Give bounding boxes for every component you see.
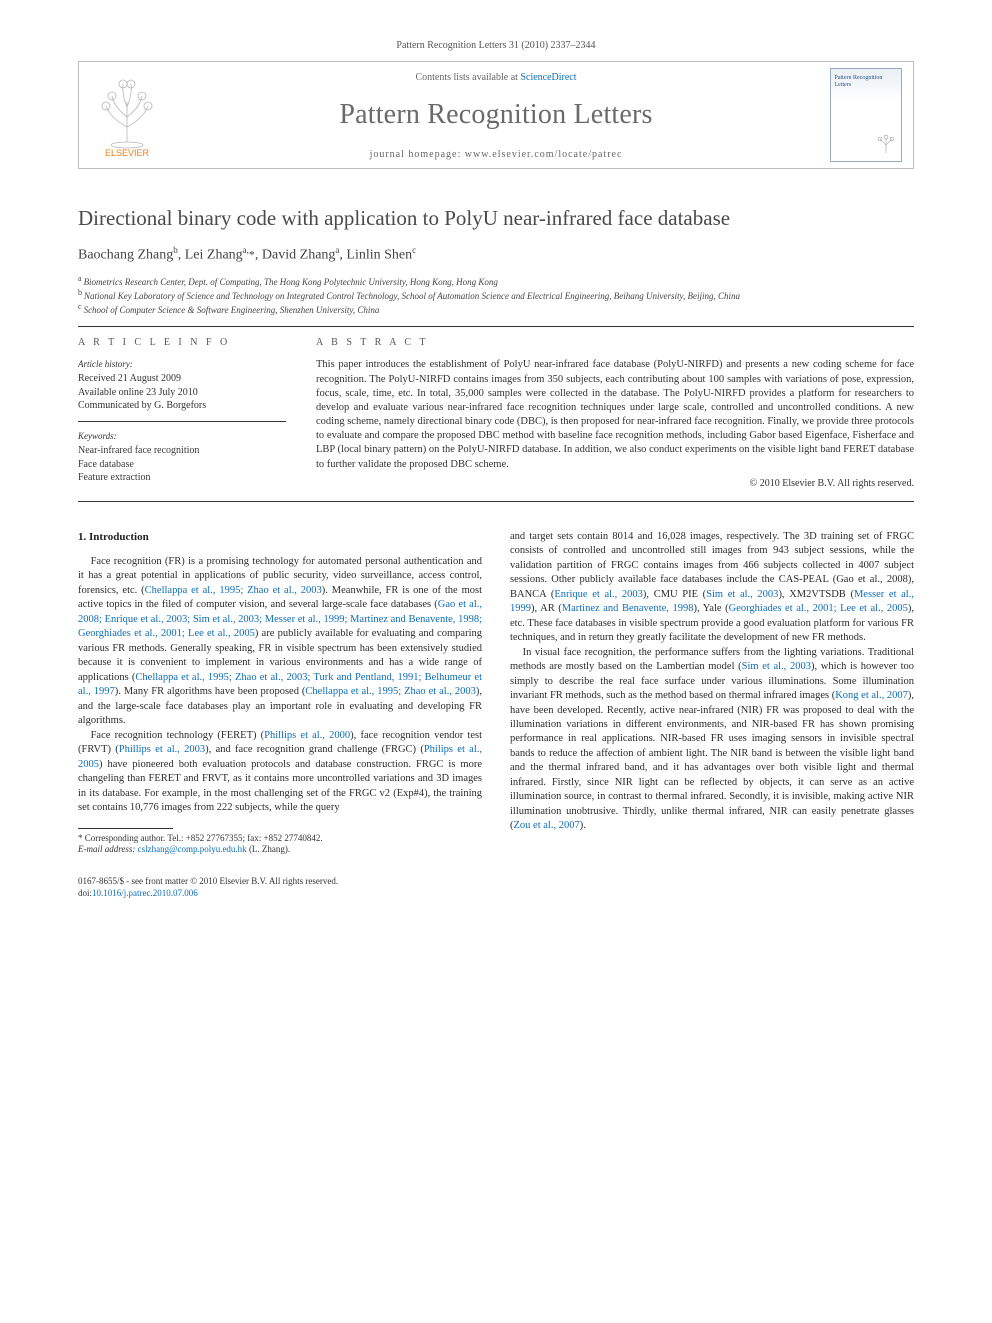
body-paragraph: In visual face recognition, the performa… <box>510 646 914 834</box>
journal-cover-thumbnail: Pattern Recognition Letters <box>830 68 902 162</box>
sciencedirect-link[interactable]: ScienceDirect <box>520 72 576 83</box>
keyword: Feature extraction <box>78 471 286 485</box>
body-columns: 1. Introduction Face recognition (FR) is… <box>78 530 914 856</box>
body-paragraph: Face recognition (FR) is a promising tec… <box>78 555 482 729</box>
citation-link[interactable]: Chellappa et al., 1995; Zhao et al., 200… <box>305 686 475 697</box>
journal-header: ELSEVIER Contents lists available at Sci… <box>78 61 914 169</box>
citation-link[interactable]: Georghiades et al., 2001; Lee et al., 20… <box>729 603 908 614</box>
citation-link[interactable]: Phillips et al., 2003 <box>119 744 205 755</box>
corresponding-email-line: E-mail address: cslzhang@comp.polyu.edu.… <box>78 844 482 856</box>
corresponding-author-line: * Corresponding author. Tel.: +852 27767… <box>78 833 482 845</box>
citation-link[interactable]: Sim et al., 2003 <box>706 589 778 600</box>
affiliation-a: aBiometrics Research Center, Dept. of Co… <box>78 274 914 288</box>
citation-link[interactable]: Zou et al., 2007 <box>514 820 580 831</box>
contents-lists-line: Contents lists available at ScienceDirec… <box>182 72 810 83</box>
keywords-block: Keywords: Near-infrared face recognition… <box>78 430 286 485</box>
journal-cover-cell: Pattern Recognition Letters <box>818 62 913 168</box>
corresponding-author-footnote: * Corresponding author. Tel.: +852 27767… <box>78 828 482 856</box>
journal-title: Pattern Recognition Letters <box>182 99 810 131</box>
article-info-heading: A R T I C L E I N F O <box>78 337 286 348</box>
article-history-block: Article history: Received 21 August 2009… <box>78 358 286 422</box>
article-info-column: A R T I C L E I N F O Article history: R… <box>78 337 286 488</box>
affiliations: aBiometrics Research Center, Dept. of Co… <box>78 274 914 316</box>
citation-link[interactable]: Phillips et al., 2000 <box>264 730 350 741</box>
affiliation-b: bNational Key Laboratory of Science and … <box>78 288 914 302</box>
footnote-rule <box>78 828 173 829</box>
citation-link[interactable]: Chellappa et al., 1995; Zhao et al., 200… <box>145 585 322 596</box>
rule-lower <box>78 501 914 502</box>
front-matter-line: 0167-8655/$ - see front matter © 2010 El… <box>78 876 914 888</box>
doi-link[interactable]: 10.1016/j.patrec.2010.07.006 <box>92 888 198 898</box>
abstract-copyright: © 2010 Elsevier B.V. All rights reserved… <box>316 478 914 489</box>
elsevier-wordmark: ELSEVIER <box>104 148 149 158</box>
affiliation-c: cSchool of Computer Science & Software E… <box>78 302 914 316</box>
citation-link[interactable]: Sim et al., 2003 <box>742 661 811 672</box>
abstract-heading: A B S T R A C T <box>316 337 914 348</box>
body-paragraph: and target sets contain 8014 and 16,028 … <box>510 530 914 646</box>
journal-homepage: journal homepage: www.elsevier.com/locat… <box>182 149 810 160</box>
citation-link[interactable]: Kong et al., 2007 <box>835 690 908 701</box>
abstract-column: A B S T R A C T This paper introduces th… <box>316 337 914 488</box>
running-head-citation: Pattern Recognition Letters 31 (2010) 23… <box>78 40 914 51</box>
keyword: Face database <box>78 458 286 472</box>
email-link[interactable]: cslzhang@comp.polyu.edu.hk <box>138 844 247 854</box>
section-heading-1: 1. Introduction <box>78 530 482 545</box>
abstract-text: This paper introduces the establishment … <box>316 358 914 471</box>
keyword: Near-infrared face recognition <box>78 444 286 458</box>
article-title: Directional binary code with application… <box>78 205 914 231</box>
publisher-logo-cell: ELSEVIER <box>79 62 174 168</box>
page-footer: 0167-8655/$ - see front matter © 2010 El… <box>78 876 914 899</box>
author-list: Baochang Zhangb, Lei Zhanga,*, David Zha… <box>78 245 914 264</box>
rule-upper <box>78 326 914 327</box>
citation-link[interactable]: Martinez and Benavente, 1998 <box>562 603 694 614</box>
elsevier-tree-icon: ELSEVIER <box>88 72 166 158</box>
body-paragraph: Face recognition technology (FERET) (Phi… <box>78 729 482 816</box>
doi-line: doi:10.1016/j.patrec.2010.07.006 <box>78 888 914 900</box>
citation-link[interactable]: Enrique et al., 2003 <box>554 589 643 600</box>
